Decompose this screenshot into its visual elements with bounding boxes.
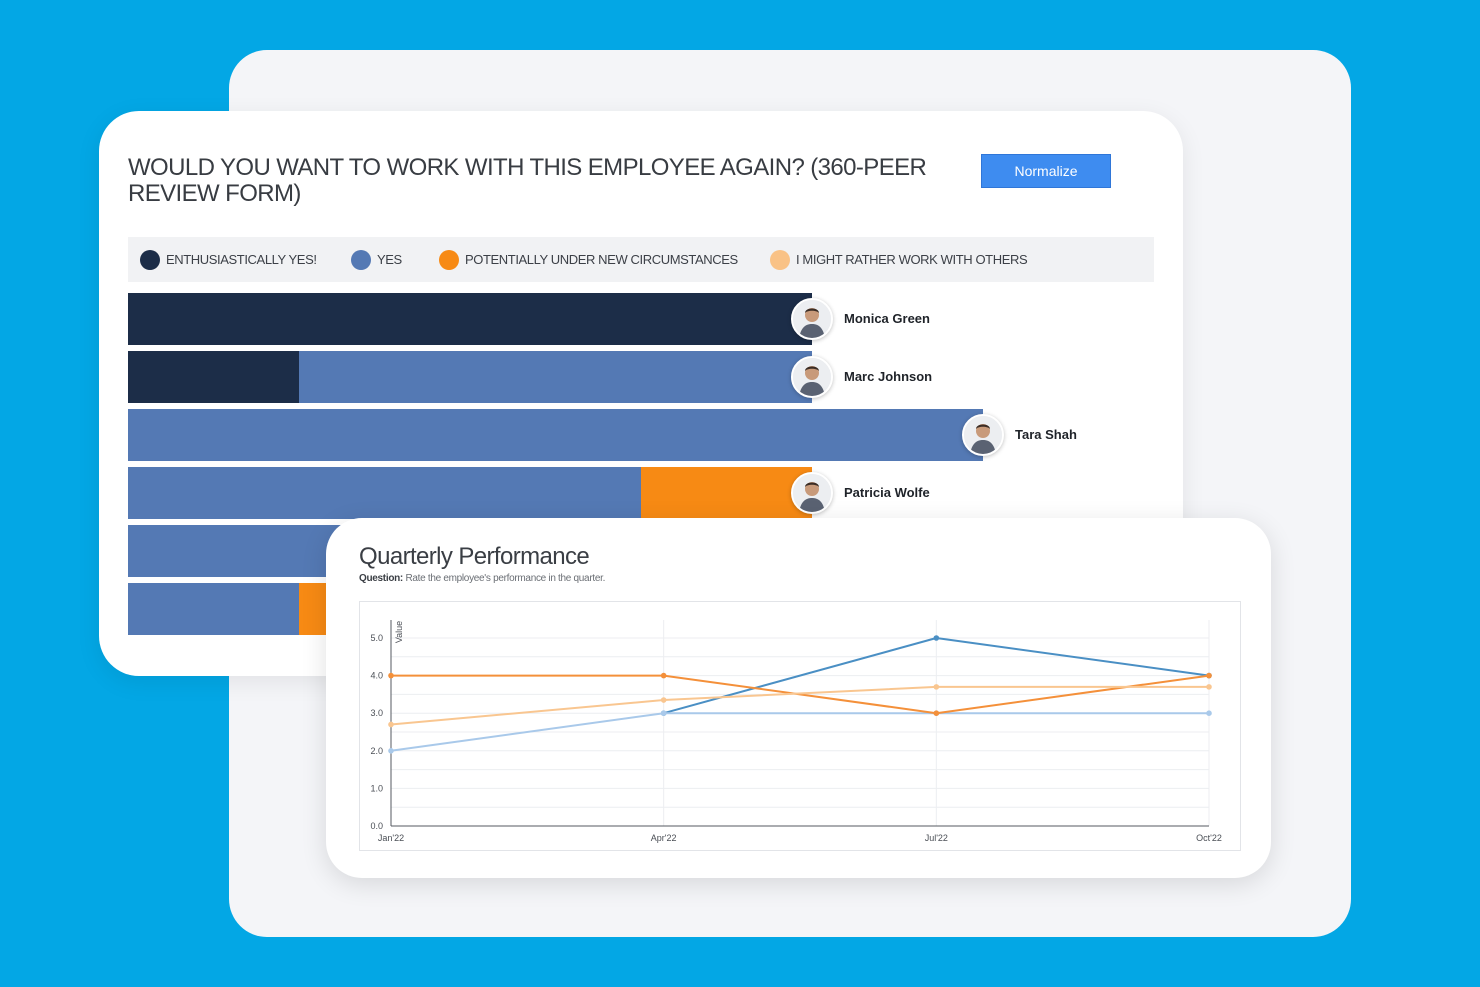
legend-item-enthusiastically-yes[interactable]: ENTHUSIASTICALLY YES! — [140, 237, 317, 282]
bar-segment[interactable] — [128, 409, 983, 461]
y-tick-label: 0.0 — [370, 821, 383, 831]
data-point — [388, 721, 394, 728]
person-avatar-icon[interactable] — [791, 472, 833, 514]
y-tick-label: 4.0 — [370, 671, 383, 681]
person-name: Tara Shah — [1015, 427, 1077, 442]
data-point — [1206, 710, 1212, 716]
legend-item-potentially[interactable]: POTENTIALLY UNDER NEW CIRCUMSTANCES — [439, 237, 738, 282]
data-point — [388, 672, 394, 679]
person-avatar-icon[interactable] — [791, 298, 833, 340]
question-text: Rate the employee's performance in the q… — [405, 573, 606, 584]
quarterly-performance-card: Quarterly Performance Question: Rate the… — [326, 518, 1271, 878]
legend-label: YES — [377, 252, 402, 267]
normalize-button[interactable]: Normalize — [981, 154, 1111, 188]
data-point — [933, 710, 940, 716]
series-line — [390, 712, 1209, 752]
y-axis-label: Value — [394, 621, 404, 643]
y-tick-label: 1.0 — [370, 783, 383, 793]
bar-segment[interactable] — [128, 351, 299, 403]
y-tick-label: 2.0 — [370, 746, 383, 756]
x-tick-label: Jul'22 — [925, 833, 948, 843]
series-line — [390, 685, 1209, 726]
bar-segment[interactable] — [128, 293, 812, 345]
question-label: Question: — [359, 573, 403, 584]
legend-label: I MIGHT RATHER WORK WITH OTHERS — [796, 252, 1028, 267]
legend-label: POTENTIALLY UNDER NEW CIRCUMSTANCES — [465, 252, 738, 267]
legend-swatch — [439, 249, 459, 270]
bar-segment[interactable] — [299, 351, 812, 403]
legend-item-yes[interactable]: YES — [351, 237, 402, 282]
bar-segment[interactable] — [641, 467, 812, 519]
data-point — [660, 697, 667, 703]
data-point — [1206, 672, 1212, 679]
legend-label: ENTHUSIASTICALLY YES! — [166, 252, 317, 267]
person-name: Monica Green — [844, 311, 930, 326]
person-name: Marc Johnson — [844, 369, 933, 384]
person-name: Patricia Wolfe — [844, 485, 930, 500]
legend-swatch — [140, 249, 160, 270]
data-point — [660, 710, 667, 716]
legend-item-rather-others[interactable]: I MIGHT RATHER WORK WITH OTHERS — [770, 237, 1028, 282]
y-tick-label: 5.0 — [370, 633, 383, 643]
performance-title: Quarterly Performance — [359, 543, 590, 570]
y-tick-label: 3.0 — [370, 708, 383, 718]
legend-swatch — [770, 249, 790, 270]
x-tick-label: Jan'22 — [378, 833, 404, 843]
person-avatar-icon[interactable] — [962, 414, 1004, 456]
bar-segment[interactable] — [128, 467, 641, 519]
data-point — [660, 672, 667, 679]
line-chart-frame: 0.0 1.0 2.0 3.0 4.0 5.0 Value Jan'22 Apr'22 Jul'2… — [359, 601, 1241, 851]
data-point — [933, 684, 940, 690]
person-avatar-icon[interactable] — [791, 356, 833, 398]
chart-legend: ENTHUSIASTICALLY YES! YES POTENTIALLY UN… — [128, 237, 1154, 282]
data-point — [933, 635, 940, 641]
peer-review-card: WOULD YOU WANT TO WORK WITH THIS EMPLOYE… — [99, 111, 1183, 676]
performance-question: Question: Rate the employee's performanc… — [359, 573, 605, 584]
x-tick-label: Apr'22 — [651, 833, 677, 843]
data-point — [388, 748, 394, 754]
peer-review-title: WOULD YOU WANT TO WORK WITH THIS EMPLOYE… — [128, 154, 927, 207]
legend-swatch — [351, 249, 371, 270]
x-tick-label: Oct'22 — [1196, 833, 1222, 843]
line-chart: 0.0 1.0 2.0 3.0 4.0 5.0 Value Jan'22 Apr'22 Jul'2… — [370, 620, 1222, 843]
bar-segment[interactable] — [128, 583, 299, 635]
data-point — [1206, 684, 1212, 690]
